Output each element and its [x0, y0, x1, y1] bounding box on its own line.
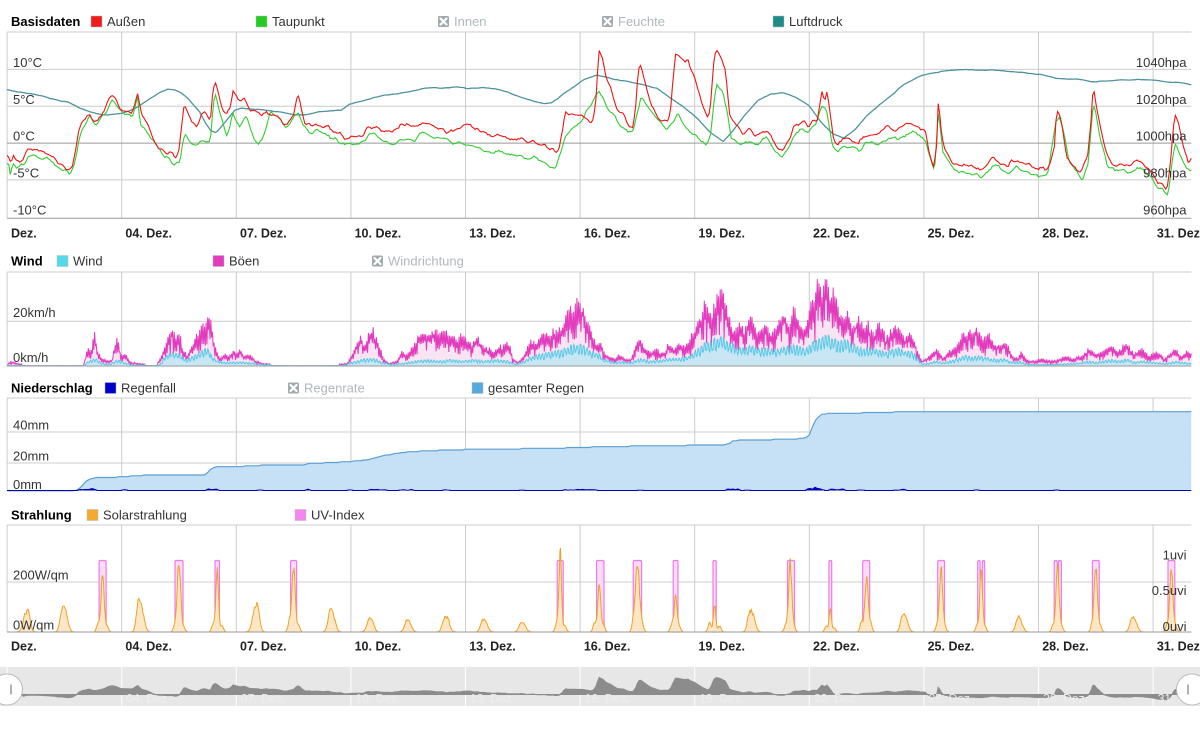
svg-text:Strahlung: Strahlung [11, 508, 72, 523]
svg-text:20km/h: 20km/h [13, 305, 56, 320]
svg-text:07. Dez.: 07. Dez. [240, 227, 287, 241]
svg-text:1000hpa: 1000hpa [1136, 129, 1187, 144]
svg-text:UV-Index: UV-Index [311, 508, 365, 523]
svg-text:19. Dez.: 19. Dez. [699, 692, 744, 706]
svg-text:13. Dez.: 13. Dez. [470, 692, 515, 706]
svg-text:22. Dez.: 22. Dez. [814, 692, 859, 706]
svg-text:Außen: Außen [107, 14, 145, 29]
svg-text:19. Dez.: 19. Dez. [698, 227, 745, 241]
svg-text:-5°C: -5°C [13, 165, 39, 180]
svg-text:Wind: Wind [73, 254, 103, 269]
svg-text:960hpa: 960hpa [1143, 202, 1187, 217]
svg-text:Wind: Wind [11, 254, 43, 269]
svg-text:40mm: 40mm [13, 418, 49, 433]
svg-text:0km/h: 0km/h [13, 350, 48, 365]
svg-text:07. Dez.: 07. Dez. [241, 692, 286, 706]
svg-text:Dez.: Dez. [11, 227, 37, 241]
svg-text:Windrichtung: Windrichtung [388, 254, 464, 269]
svg-text:16. Dez.: 16. Dez. [584, 227, 631, 241]
svg-text:28. Dez.: 28. Dez. [1042, 227, 1089, 241]
svg-text:Böen: Böen [229, 254, 259, 269]
svg-text:10. Dez.: 10. Dez. [355, 227, 402, 241]
svg-text:Regenfall: Regenfall [121, 381, 176, 396]
svg-text:10°C: 10°C [13, 55, 42, 70]
svg-text:16. Dez.: 16. Dez. [585, 692, 630, 706]
svg-text:0.5uvi: 0.5uvi [1152, 583, 1187, 598]
svg-text:0uvi: 0uvi [1163, 619, 1187, 634]
svg-text:-10°C: -10°C [13, 202, 46, 217]
svg-text:10. Dez.: 10. Dez. [356, 692, 401, 706]
svg-text:200W/qm: 200W/qm [13, 568, 69, 583]
svg-text:Taupunkt: Taupunkt [272, 14, 325, 29]
svg-text:22. Dez.: 22. Dez. [813, 227, 860, 241]
svg-text:0mm: 0mm [13, 477, 42, 492]
svg-text:gesamter Regen: gesamter Regen [488, 381, 584, 396]
svg-text:10. Dez.: 10. Dez. [355, 640, 402, 654]
svg-text:16. Dez.: 16. Dez. [584, 640, 631, 654]
svg-text:1040hpa: 1040hpa [1136, 55, 1187, 70]
svg-text:04. Dez.: 04. Dez. [125, 227, 172, 241]
svg-text:28. Dez.: 28. Dez. [1043, 692, 1088, 706]
svg-text:25. Dez.: 25. Dez. [929, 692, 974, 706]
svg-text:1020hpa: 1020hpa [1136, 92, 1187, 107]
svg-text:13. Dez.: 13. Dez. [469, 227, 516, 241]
svg-text:13. Dez.: 13. Dez. [469, 640, 516, 654]
svg-text:Innen: Innen [454, 14, 487, 29]
svg-text:1uvi: 1uvi [1163, 548, 1187, 563]
svg-text:28. Dez.: 28. Dez. [1042, 640, 1089, 654]
svg-text:25. Dez.: 25. Dez. [928, 640, 975, 654]
svg-text:5°C: 5°C [13, 92, 35, 107]
svg-text:Solarstrahlung: Solarstrahlung [103, 508, 187, 523]
svg-text:22. Dez.: 22. Dez. [813, 640, 860, 654]
svg-text:31. Dez.: 31. Dez. [1157, 227, 1200, 241]
svg-text:04. Dez.: 04. Dez. [125, 640, 172, 654]
svg-text:980hpa: 980hpa [1143, 165, 1187, 180]
svg-text:Luftdruck: Luftdruck [789, 14, 843, 29]
svg-text:07. Dez.: 07. Dez. [240, 640, 287, 654]
svg-text:19. Dez.: 19. Dez. [698, 640, 745, 654]
svg-text:0°C: 0°C [13, 129, 35, 144]
svg-text:Feuchte: Feuchte [618, 14, 665, 29]
svg-text:04. Dez.: 04. Dez. [126, 692, 171, 706]
svg-text:25. Dez.: 25. Dez. [928, 227, 975, 241]
svg-text:20mm: 20mm [13, 449, 49, 464]
svg-text:Dez.: Dez. [11, 640, 37, 654]
svg-text:31. Dez.: 31. Dez. [1157, 640, 1200, 654]
svg-text:Niederschlag: Niederschlag [11, 381, 93, 396]
svg-text:Regenrate: Regenrate [304, 381, 365, 396]
svg-text:0W/qm: 0W/qm [13, 618, 54, 633]
svg-text:Basisdaten: Basisdaten [11, 14, 80, 29]
